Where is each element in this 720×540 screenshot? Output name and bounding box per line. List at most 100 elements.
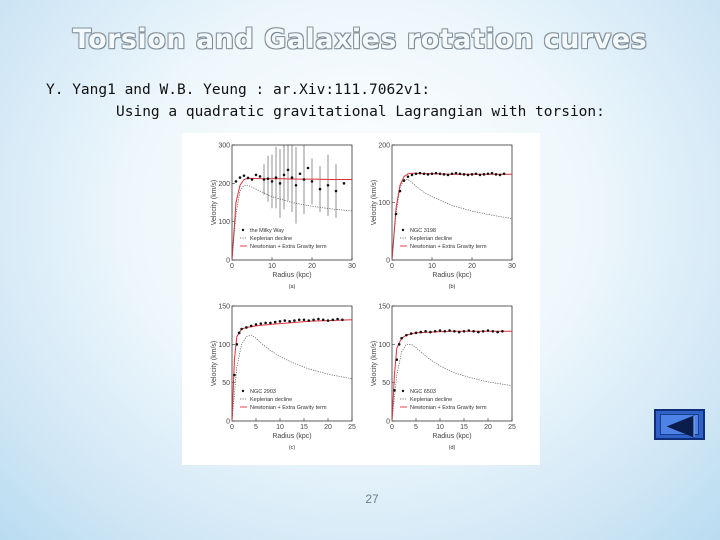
x-axis-label: Radius (kpc) xyxy=(432,272,471,279)
x-tick-label: 10 xyxy=(428,263,436,270)
x-tick-label: 30 xyxy=(348,263,356,270)
data-point xyxy=(269,321,272,325)
data-point xyxy=(429,330,432,334)
data-point xyxy=(273,320,277,324)
data-point xyxy=(458,172,462,176)
x-tick-label: 15 xyxy=(300,424,308,431)
subtitle-line: Using a quadratic gravitational Lagrangi… xyxy=(116,104,605,120)
legend-marker-dot xyxy=(241,389,245,393)
data-point xyxy=(434,171,438,175)
data-point xyxy=(394,212,398,216)
x-tick-label: 10 xyxy=(276,424,284,431)
x-tick-label: 25 xyxy=(508,424,516,431)
y-tick-label: 300 xyxy=(218,143,230,150)
data-point xyxy=(326,319,330,322)
legend-entry: Newtonian + Extra Gravity term xyxy=(410,244,487,250)
data-point xyxy=(270,180,274,183)
data-point xyxy=(302,318,306,322)
data-point xyxy=(454,171,458,175)
data-point xyxy=(297,318,301,322)
legend-marker-dot xyxy=(241,228,245,232)
data-point xyxy=(240,327,243,331)
data-point xyxy=(393,389,396,392)
data-point xyxy=(426,173,430,176)
data-point xyxy=(457,330,461,334)
data-point xyxy=(462,330,466,333)
back-nav-button[interactable] xyxy=(654,409,705,440)
y-tick-label: 200 xyxy=(218,181,230,188)
keplerian-curve-line xyxy=(231,184,353,261)
data-point xyxy=(402,179,406,182)
data-point xyxy=(302,178,306,181)
data-point xyxy=(312,318,315,322)
rotation-curves-figure: 0 10 20 30 0 100 200 300 Radius (kpc) Velocity (k… xyxy=(182,133,540,465)
y-tick-label: 150 xyxy=(218,304,230,311)
legend-entry: Keplerian decline xyxy=(410,236,452,242)
data-point xyxy=(486,172,490,176)
plot-frame xyxy=(391,144,513,261)
keplerian-curve-line xyxy=(391,343,513,422)
panel-label: (c) xyxy=(289,445,296,451)
y-tick-label: 200 xyxy=(378,143,390,150)
legend-entry: Keplerian decline xyxy=(250,397,292,403)
data-point xyxy=(342,182,346,185)
data-point xyxy=(414,331,418,335)
legend-entry: NGC 2903 xyxy=(250,389,276,395)
data-point xyxy=(438,329,442,332)
data-point xyxy=(446,173,450,177)
x-tick-label: 25 xyxy=(348,424,356,431)
y-tick-label: 50 xyxy=(382,380,390,387)
data-point xyxy=(490,171,494,175)
data-point xyxy=(482,173,486,176)
data-point xyxy=(409,332,413,335)
data-point xyxy=(286,168,290,172)
y-tick-label: 0 xyxy=(386,258,390,265)
legend-entry: Keplerian decline xyxy=(250,236,292,242)
data-point xyxy=(336,317,339,321)
data-point xyxy=(453,330,456,333)
data-point xyxy=(233,373,236,377)
legend-entry: NGC 3198 xyxy=(410,228,436,234)
model-curve-line xyxy=(231,177,352,261)
data-point xyxy=(433,330,437,333)
chart-panel-2: 0 10 20 30 0 100 200 Radius (kpc) Velocity (km/s… xyxy=(371,143,516,291)
data-point xyxy=(334,189,338,193)
data-point xyxy=(307,319,311,322)
x-tick-label: 20 xyxy=(324,424,332,431)
data-point xyxy=(397,343,401,346)
data-point xyxy=(318,187,322,191)
back-arrow-icon[interactable] xyxy=(656,411,707,442)
data-point xyxy=(467,329,471,332)
y-tick-label: 100 xyxy=(218,342,230,349)
plot-frame xyxy=(391,305,513,422)
data-point xyxy=(310,180,314,183)
legend-entry: Newtonian + Extra Gravity term xyxy=(410,405,487,411)
data-point xyxy=(234,180,238,183)
y-tick-label: 50 xyxy=(222,380,230,387)
data-point xyxy=(326,183,330,187)
y-tick-label: 100 xyxy=(378,342,390,349)
x-tick-label: 20 xyxy=(468,263,476,270)
y-axis-label: Velocity (km/s) xyxy=(211,180,218,226)
y-tick-label: 0 xyxy=(226,258,230,265)
data-point xyxy=(491,330,495,333)
legend-marker-dot xyxy=(401,389,405,393)
data-point xyxy=(502,172,506,176)
panel-label: (a) xyxy=(289,284,296,290)
data-point xyxy=(462,173,466,176)
reference-line: Y. Yang1 and W.B. Yeung : ar.Xiv:111.706… xyxy=(46,82,431,98)
legend-entry: NGC 6503 xyxy=(410,389,436,395)
data-point xyxy=(258,175,262,178)
slide-title: Torsion and Galaxies rotation curves xyxy=(72,24,648,55)
data-point xyxy=(424,330,427,333)
x-tick-label: 30 xyxy=(508,263,516,270)
data-point xyxy=(282,173,286,177)
y-axis-label: Velocity (km/s) xyxy=(371,341,378,387)
data-point xyxy=(400,336,403,340)
y-tick-label: 100 xyxy=(378,200,390,207)
data-point xyxy=(470,173,474,176)
data-point xyxy=(450,172,454,176)
chart-panel-4: 0 5 10 15 20 25 0 50 100 150 Radius (kpc) Velocity … xyxy=(371,304,516,452)
